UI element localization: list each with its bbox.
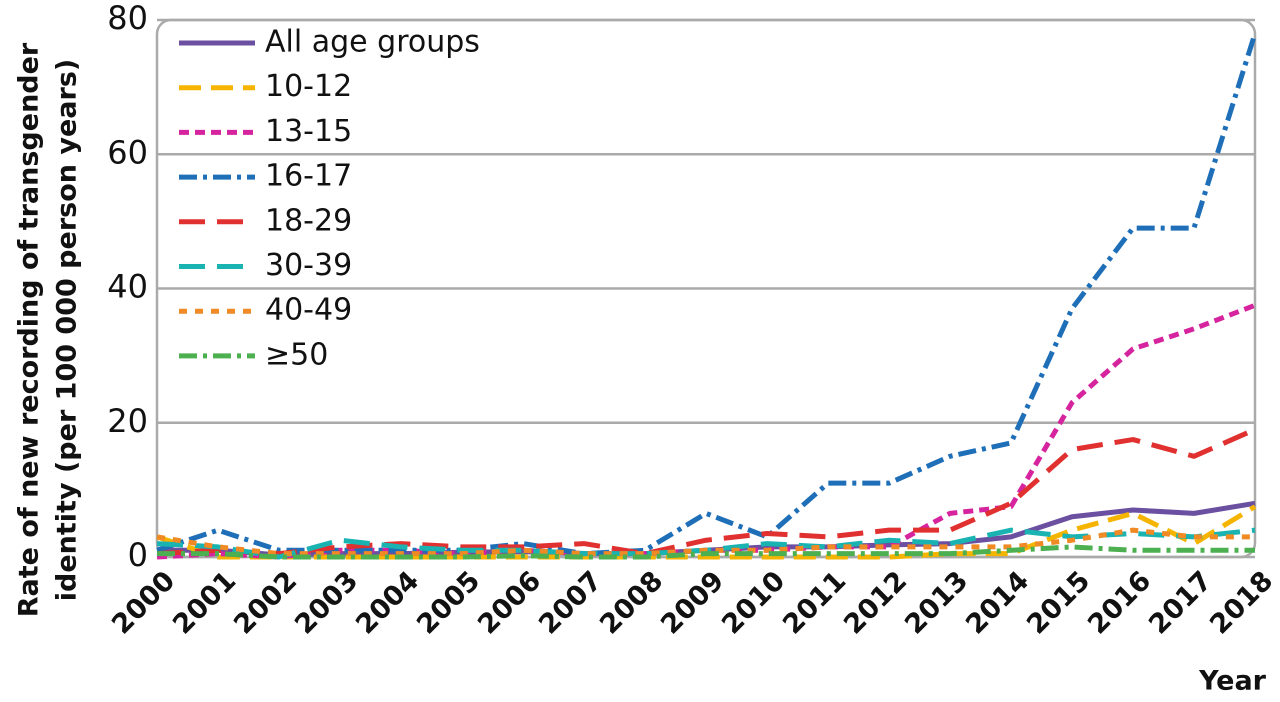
x-tick-label: 2014 <box>960 565 1035 640</box>
y-axis-label: identity (per 100 000 person years) <box>52 59 83 601</box>
series-line <box>156 527 1255 557</box>
x-tick-label: 2007 <box>533 565 608 640</box>
x-tick-label: 2002 <box>228 565 303 640</box>
x-tick-label: 2013 <box>899 565 974 640</box>
legend-label: 30-39 <box>265 248 352 283</box>
x-tick-label: 2008 <box>594 565 669 640</box>
x-tick-label: 2011 <box>777 565 852 640</box>
x-tick-label: 2009 <box>655 565 730 640</box>
y-tick-label: 80 <box>107 0 148 37</box>
x-axis-label: Year <box>1198 666 1267 697</box>
series-line <box>156 427 1257 557</box>
legend-label: 40-49 <box>265 293 352 328</box>
x-tick-label: 2017 <box>1143 565 1218 640</box>
x-tick-label: 2004 <box>350 565 425 640</box>
series-line <box>157 544 1255 560</box>
x-tick-label: 2018 <box>1204 565 1279 640</box>
y-tick-label: 60 <box>107 133 148 171</box>
legend-label: All age groups <box>265 25 480 60</box>
series-line <box>156 504 1257 560</box>
legend-label: ≥50 <box>265 337 328 372</box>
y-tick-label: 40 <box>107 268 148 306</box>
x-tick-label: 2010 <box>716 565 791 640</box>
y-tick-label: 20 <box>107 402 148 440</box>
x-tick-label: 2001 <box>167 565 242 640</box>
y-tick-label: 0 <box>128 536 148 574</box>
y-axis-label: Rate of new recording of transgender <box>14 42 45 617</box>
legend-label: 18-29 <box>265 203 352 238</box>
legend-label: 10-12 <box>265 69 352 104</box>
x-tick-label: 2006 <box>472 565 547 640</box>
x-tick-label: 2005 <box>411 565 486 640</box>
x-tick-label: 2016 <box>1082 565 1157 640</box>
x-tick-label: 2000 <box>106 565 181 640</box>
x-tick-label: 2003 <box>289 565 364 640</box>
x-tick-label: 2012 <box>838 565 913 640</box>
legend-label: 16-17 <box>265 159 352 194</box>
legend-label: 13-15 <box>265 114 352 149</box>
x-tick-label: 2015 <box>1021 565 1096 640</box>
